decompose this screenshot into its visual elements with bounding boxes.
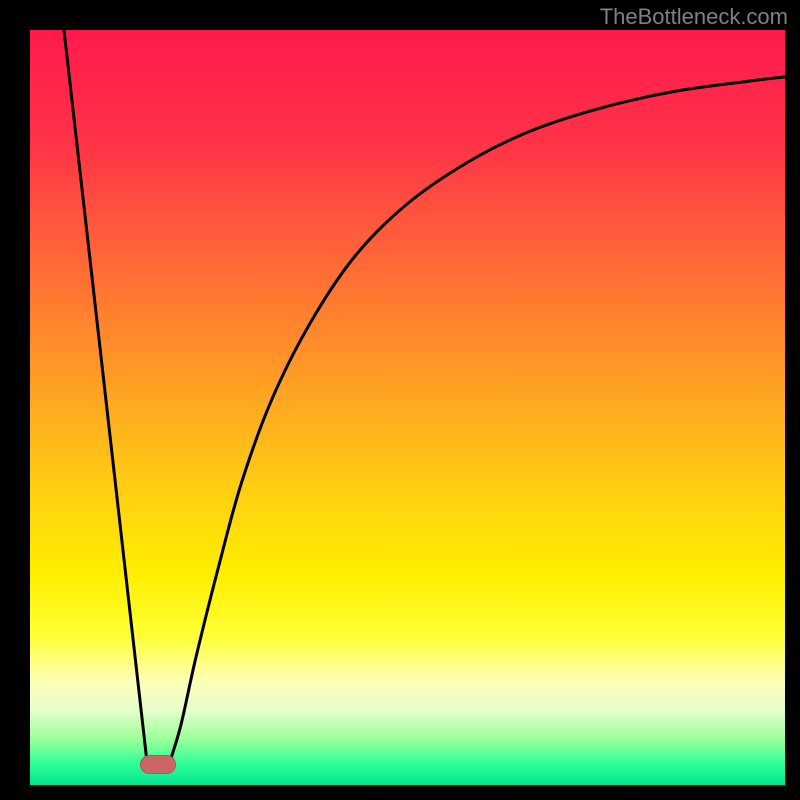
- bottleneck-curve: [30, 30, 785, 785]
- chart-container: TheBottleneck.com: [0, 0, 800, 800]
- watermark-text: TheBottleneck.com: [600, 4, 788, 30]
- minimum-marker: [140, 755, 176, 775]
- plot-area: [30, 30, 785, 785]
